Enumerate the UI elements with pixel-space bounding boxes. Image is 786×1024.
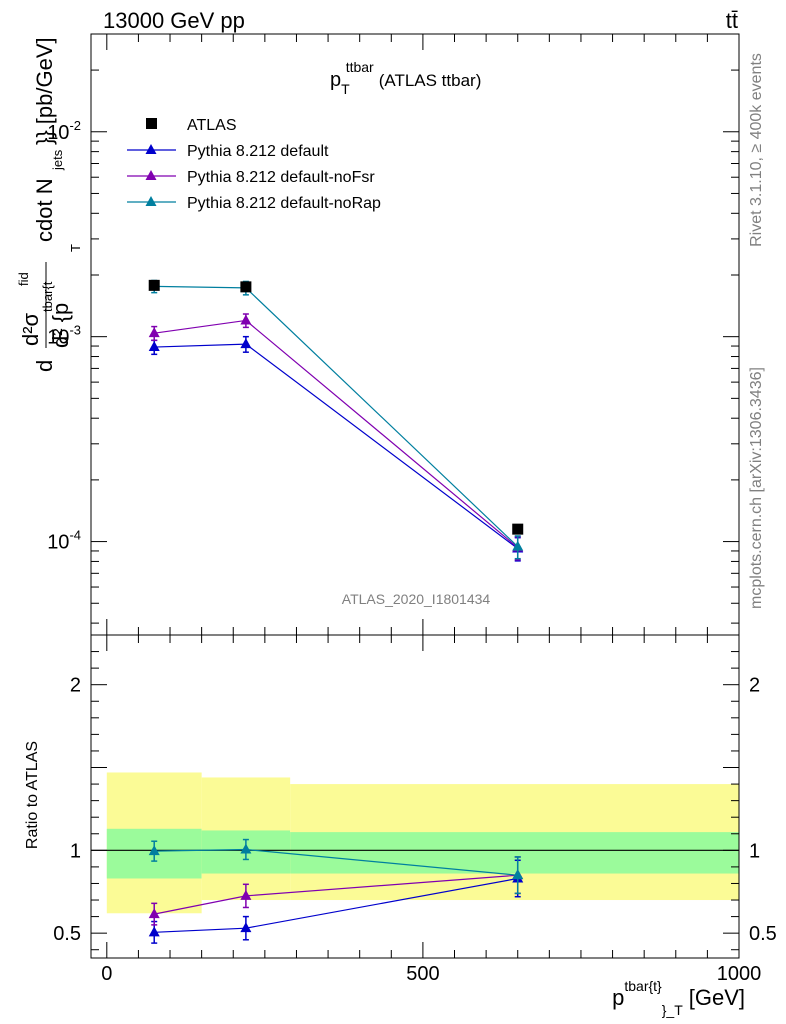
- main-y-label: d d²σ fid d² {p tbar{t T cdot N jets }} …: [16, 37, 83, 372]
- ratio-y-label: Ratio to ATLAS: [24, 741, 41, 849]
- legend-marker-default: [145, 144, 157, 154]
- ratio-series-layer: [148, 838, 524, 944]
- y-label-tail: }} [pb/GeV]: [32, 37, 57, 145]
- ratio-panel: 0.5 0.5 1 1 2 2 0 500 1000 Ratio to ATLAS ptbar…: [24, 634, 777, 1018]
- y-tick-exponent: -3: [69, 323, 81, 338]
- ratio-bands: [106, 772, 739, 914]
- legend-label-default: Pythia 8.212 default: [187, 143, 329, 160]
- y-label-num-sup: fid: [16, 272, 31, 286]
- ratio-y-tick-label: 2: [70, 675, 81, 697]
- atlas-data-point: [148, 279, 160, 291]
- ratio-y-tick-label-right: 2: [749, 675, 760, 697]
- ratio-y-tick-label: 1: [70, 840, 81, 862]
- legend-label-atlas: ATLAS: [187, 117, 237, 134]
- ratio-point-0: [240, 922, 252, 933]
- ratio-point-2: [512, 869, 524, 880]
- ratio-y-tick-label-right: 0.5: [749, 923, 777, 945]
- main-panel: 10-210-310-4 pTttbar(ATLAS ttbar) ATLAS_…: [16, 33, 740, 636]
- ratio-point-2: [148, 845, 160, 856]
- atlas-data-point: [240, 281, 252, 293]
- main-y-tick-label: 10-3: [47, 323, 81, 349]
- energy-label: 13000 GeV pp: [103, 8, 245, 33]
- ratio-point-0: [148, 926, 160, 937]
- series-line-1: [154, 319, 519, 549]
- x-label-sup: tbar{t}: [624, 978, 662, 994]
- x-tick-label: 500: [406, 963, 439, 985]
- y-label-den-sub: T: [68, 244, 83, 252]
- y-tick-base: 10: [47, 532, 69, 554]
- legend: ATLAS Pythia 8.212 default Pythia 8.212 …: [127, 117, 381, 212]
- main-series-layer: [148, 279, 524, 562]
- ratio-y-axis: 0.5 0.5 1 1 2 2: [53, 634, 777, 951]
- series-point-0: [148, 341, 160, 352]
- analysis-label: ATLAS_2020_I1801434: [342, 591, 491, 607]
- y-label-den-sup: tbar{t: [40, 281, 55, 312]
- series-point-1: [148, 327, 160, 338]
- series-point-0: [240, 338, 252, 349]
- x-tick-label: 1000: [717, 963, 762, 985]
- y-tick-base: 10: [47, 327, 69, 349]
- legend-marker-norap: [145, 196, 157, 206]
- legend-label-norap: Pythia 8.212 default-noRap: [187, 195, 381, 212]
- y-label-rest: cdot N: [32, 178, 57, 242]
- atlas-data-point: [512, 523, 524, 535]
- main-y-tick-label: 10-4: [47, 528, 81, 554]
- series-point-1: [240, 314, 252, 325]
- y-label-rest-sub: jets: [50, 149, 65, 171]
- ratio-point-1: [240, 889, 252, 900]
- ratio-point-1: [148, 908, 160, 919]
- y-tick-base: 10: [47, 122, 69, 144]
- x-label-main: p: [612, 985, 624, 1010]
- main-x-ticks: [106, 34, 740, 635]
- rivet-label: Rivet 3.1.10, ≥ 400k events: [748, 53, 765, 247]
- plot-title-main: p: [330, 69, 341, 91]
- legend-label-nofsr: Pythia 8.212 default-noFsr: [187, 169, 375, 186]
- x-label-sub: }_T: [662, 1002, 683, 1018]
- plot-title-sub: T: [341, 81, 350, 97]
- mcplots-label: mcplots.cern.ch [arXiv:1306.3436]: [748, 367, 765, 609]
- y-tick-exponent: -4: [69, 528, 81, 543]
- plot-title-rest: (ATLAS ttbar): [379, 71, 482, 90]
- y-label-num: d²σ: [18, 312, 43, 346]
- x-tick-label: 0: [101, 963, 112, 985]
- x-axis-label: ptbar{t}}_T [GeV]: [612, 978, 745, 1018]
- x-label-units: [GeV]: [689, 985, 745, 1010]
- plot-title: pTttbar (ATLAS ttbar): [330, 59, 481, 97]
- ratio-point-2: [240, 843, 252, 854]
- y-label-den: d² {p: [48, 303, 73, 348]
- plot-title-sup: ttbar: [346, 59, 374, 75]
- ratio-frame: [90, 634, 740, 959]
- y-label-d: d: [32, 360, 57, 372]
- ratio-y-tick-label-right: 1: [749, 840, 760, 862]
- ratio-stat-band: [290, 832, 739, 874]
- main-y-tick-label: 10-2: [47, 118, 81, 144]
- process-label: tt̄: [726, 8, 738, 33]
- main-y-axis: 10-210-310-4: [47, 33, 739, 624]
- legend-marker-nofsr: [145, 170, 157, 180]
- ratio-x-axis: 0 500 1000: [101, 635, 761, 985]
- legend-marker-atlas: [146, 118, 157, 129]
- series-line-0: [154, 343, 519, 549]
- series-point-2: [512, 540, 524, 551]
- ratio-y-tick-label: 0.5: [53, 923, 81, 945]
- y-tick-exponent: -2: [69, 118, 81, 133]
